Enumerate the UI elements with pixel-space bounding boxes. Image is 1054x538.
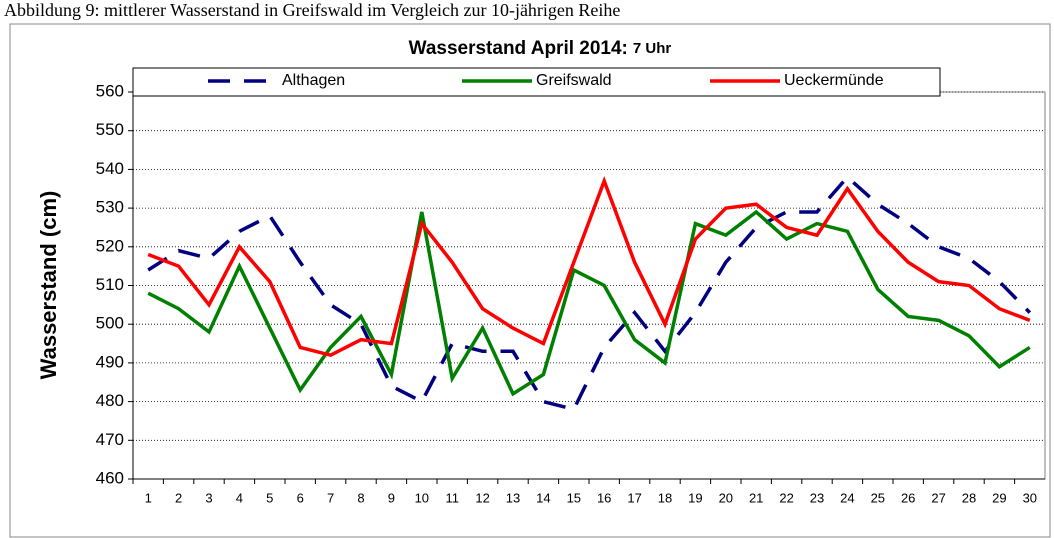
x-tick-label: 16 xyxy=(597,490,611,505)
x-tick-label: 1 xyxy=(145,490,152,505)
x-tick-label: 3 xyxy=(205,490,212,505)
x-tick-label: 13 xyxy=(506,490,520,505)
x-tick-label: 11 xyxy=(445,490,459,505)
x-tick-label: 6 xyxy=(297,490,304,505)
series-line xyxy=(147,176,1031,358)
x-tick-label: 22 xyxy=(779,490,793,505)
y-tick-label: 530 xyxy=(96,198,124,217)
series-line xyxy=(147,209,1031,397)
x-tick-label: 15 xyxy=(567,490,581,505)
x-tick-label: 10 xyxy=(415,490,429,505)
chart-title: Wasserstand April 2014: 7 Uhr xyxy=(409,38,672,59)
x-tick-label: 30 xyxy=(1023,490,1037,505)
x-tick-label: 19 xyxy=(688,490,702,505)
x-tick-label: 4 xyxy=(236,490,243,505)
y-tick-label: 470 xyxy=(96,430,124,449)
x-tick-label: 27 xyxy=(931,490,945,505)
x-tick-label: 20 xyxy=(719,490,733,505)
x-tick-label: 29 xyxy=(992,490,1006,505)
x-tick-label: 12 xyxy=(475,490,489,505)
x-tick-label: 21 xyxy=(749,490,763,505)
x-tick-label: 26 xyxy=(901,490,915,505)
y-tick-label: 550 xyxy=(96,120,124,139)
x-tick-label: 9 xyxy=(388,490,395,505)
x-tick-label: 5 xyxy=(266,490,273,505)
y-tick-label: 520 xyxy=(96,236,124,255)
legend-label: Ueckermünde xyxy=(784,72,884,89)
legend-label: Greifswald xyxy=(536,72,612,89)
y-tick-label: 560 xyxy=(96,81,124,100)
x-tick-label: 24 xyxy=(840,490,854,505)
y-tick-label: 480 xyxy=(96,391,124,410)
legend-label: Althagen xyxy=(282,72,345,89)
y-tick-label: 510 xyxy=(96,275,124,294)
y-tick-label: 490 xyxy=(96,352,124,371)
y-axis-label: Wasserstand (cm) xyxy=(36,191,61,380)
x-tick-label: 18 xyxy=(658,490,672,505)
x-tick-label: 17 xyxy=(627,490,641,505)
x-tick-label: 7 xyxy=(327,490,334,505)
x-tick-label: 28 xyxy=(962,490,976,505)
chart-frame xyxy=(9,23,1051,538)
series-line xyxy=(147,174,1032,412)
y-tick-label: 460 xyxy=(96,468,124,487)
caption: Abbildung 9: mittlerer Wasserstand in Gr… xyxy=(4,0,620,20)
x-tick-label: 8 xyxy=(357,490,364,505)
legend xyxy=(132,67,941,97)
y-tick-label: 540 xyxy=(96,159,124,178)
x-tick-label: 25 xyxy=(871,490,885,505)
x-tick-label: 14 xyxy=(536,490,550,505)
y-tick-label: 500 xyxy=(96,314,124,333)
x-tick-label: 2 xyxy=(175,490,182,505)
x-tick-label: 23 xyxy=(810,490,824,505)
